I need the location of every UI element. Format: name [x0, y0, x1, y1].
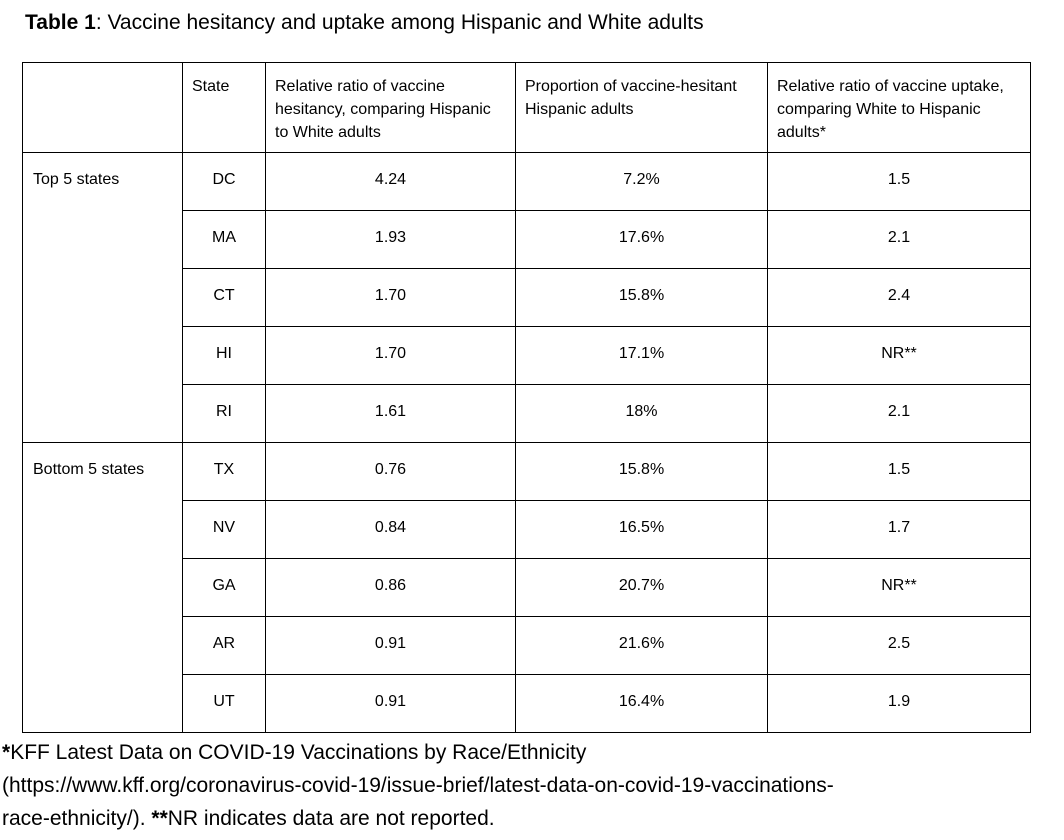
- hesitancy-ratio-cell: 1.61: [265, 384, 516, 443]
- footnote-text: race-ethnicity/).: [2, 807, 152, 830]
- hesitant-proportion-cell: 20.7%: [515, 558, 768, 617]
- hesitant-proportion-cell: 15.8%: [515, 442, 768, 501]
- column-header-group: [22, 62, 183, 153]
- uptake-ratio-cell: 1.5: [767, 442, 1031, 501]
- hesitancy-ratio-cell: 0.84: [265, 500, 516, 559]
- state-cell: GA: [182, 558, 266, 617]
- state-cell: AR: [182, 616, 266, 675]
- table-row: Top 5 states DC 4.24 7.2% 1.5: [22, 152, 1031, 443]
- state-cell: UT: [182, 674, 266, 733]
- hesitancy-ratio-cell: 1.93: [265, 210, 516, 269]
- footnote-marker: *: [2, 741, 11, 764]
- hesitancy-ratio-cell: 1.70: [265, 326, 516, 385]
- column-header-hesitancy-ratio: Relative ratio of vaccine hesitancy, com…: [265, 62, 516, 153]
- table-row: CT 1.70 15.8% 2.4: [23, 268, 1031, 327]
- footnote-line: *KFF Latest Data on COVID-19 Vaccination…: [2, 736, 1064, 769]
- hesitancy-ratio-cell: 1.70: [265, 268, 516, 327]
- row-group-label: Bottom 5 states: [22, 442, 183, 733]
- hesitant-proportion-cell: 16.4%: [515, 674, 768, 733]
- state-cell: TX: [182, 442, 266, 501]
- state-cell: NV: [182, 500, 266, 559]
- column-header-state: State: [182, 62, 266, 153]
- hesitant-proportion-cell: 15.8%: [515, 268, 768, 327]
- uptake-ratio-cell: 1.9: [767, 674, 1031, 733]
- table-row: HI 1.70 17.1% NR**: [23, 326, 1031, 385]
- uptake-ratio-cell: 2.1: [767, 210, 1031, 269]
- hesitancy-ratio-cell: 0.86: [265, 558, 516, 617]
- table-row: MA 1.93 17.6% 2.1: [23, 210, 1031, 269]
- uptake-ratio-cell: 1.7: [767, 500, 1031, 559]
- table-row: NV 0.84 16.5% 1.7: [23, 500, 1031, 559]
- uptake-ratio-cell: NR**: [767, 558, 1031, 617]
- state-cell: RI: [182, 384, 266, 443]
- table-row: Bottom 5 states TX 0.76 15.8% 1.5: [22, 442, 1031, 733]
- hesitant-proportion-cell: 7.2%: [515, 152, 768, 211]
- footnote-marker: **: [151, 807, 168, 830]
- vaccine-hesitancy-table: State Relative ratio of vaccine hesitanc…: [22, 62, 1031, 733]
- uptake-ratio-cell: 2.4: [767, 268, 1031, 327]
- footnote-line: race-ethnicity/). **NR indicates data ar…: [2, 802, 1064, 835]
- hesitant-proportion-cell: 16.5%: [515, 500, 768, 559]
- hesitant-proportion-cell: 21.6%: [515, 616, 768, 675]
- hesitancy-ratio-cell: 0.91: [265, 674, 516, 733]
- table-row: RI 1.61 18% 2.1: [23, 384, 1031, 443]
- hesitancy-ratio-cell: 0.76: [265, 442, 516, 501]
- footnote-text: (https://www.kff.org/coronavirus-covid-1…: [2, 774, 834, 797]
- uptake-ratio-cell: NR**: [767, 326, 1031, 385]
- row-group-label: Top 5 states: [22, 152, 183, 443]
- table-body: Top 5 states DC 4.24 7.2% 1.5 MA 1.93 17.6% 2.1 C…: [22, 152, 1031, 733]
- hesitant-proportion-cell: 17.1%: [515, 326, 768, 385]
- hesitant-proportion-cell: 17.6%: [515, 210, 768, 269]
- hesitancy-ratio-cell: 4.24: [265, 152, 516, 211]
- uptake-ratio-cell: 1.5: [767, 152, 1031, 211]
- column-header-hesitant-proportion: Proportion of vaccine-hesitant Hispanic …: [515, 62, 768, 153]
- table-row: UT 0.91 16.4% 1.9: [23, 674, 1031, 733]
- state-cell: HI: [182, 326, 266, 385]
- uptake-ratio-cell: 2.5: [767, 616, 1031, 675]
- column-header-uptake-ratio: Relative ratio of vaccine uptake, compar…: [767, 62, 1031, 153]
- header-row: State Relative ratio of vaccine hesitanc…: [22, 62, 1031, 153]
- hesitancy-ratio-cell: 0.91: [265, 616, 516, 675]
- state-cell: DC: [182, 152, 266, 211]
- footnote: *KFF Latest Data on COVID-19 Vaccination…: [2, 736, 1064, 835]
- footnote-text: KFF Latest Data on COVID-19 Vaccinations…: [10, 741, 587, 764]
- uptake-ratio-cell: 2.1: [767, 384, 1031, 443]
- footnote-line: (https://www.kff.org/coronavirus-covid-1…: [2, 769, 1064, 802]
- table-row: GA 0.86 20.7% NR**: [23, 558, 1031, 617]
- hesitant-proportion-cell: 18%: [515, 384, 768, 443]
- table-header: State Relative ratio of vaccine hesitanc…: [22, 62, 1031, 153]
- table-row: AR 0.91 21.6% 2.5: [23, 616, 1031, 675]
- table-title-label: Table 1: [25, 11, 96, 34]
- table-title: Table 1: Vaccine hesitancy and uptake am…: [25, 9, 1064, 37]
- state-cell: CT: [182, 268, 266, 327]
- footnote-text: NR indicates data are not reported.: [167, 807, 495, 830]
- state-cell: MA: [182, 210, 266, 269]
- table-title-text: : Vaccine hesitancy and uptake among His…: [95, 11, 704, 34]
